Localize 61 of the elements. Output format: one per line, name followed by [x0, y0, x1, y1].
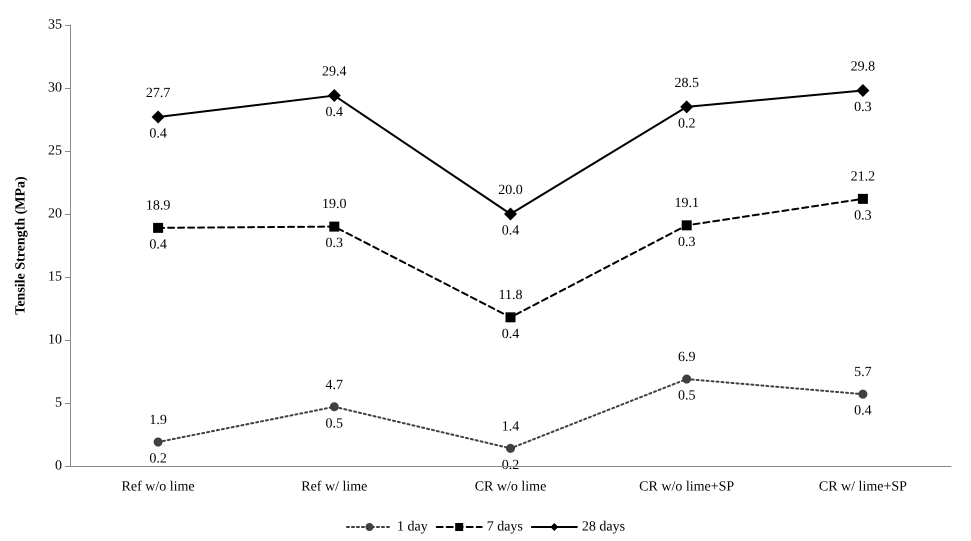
point: [504, 208, 517, 220]
data-label: 19.1: [674, 196, 699, 211]
data-label: 29.8: [850, 60, 876, 75]
annotation: 0.5: [678, 388, 696, 404]
data-label: 19.0: [322, 197, 347, 212]
data-label: 4.7: [326, 378, 344, 393]
data-label: 27.7: [146, 86, 170, 101]
y-tick-label: 15: [48, 270, 62, 284]
data-label: 21.2: [850, 169, 876, 184]
annotation: 0.4: [502, 326, 520, 342]
y-tick-label: 20: [48, 206, 62, 222]
annotation: 0.3: [854, 100, 872, 116]
annotation: 0.3: [854, 208, 872, 224]
annotation: 0.3: [678, 234, 696, 250]
y-tick-label: 30: [48, 80, 62, 96]
legend-label: 7 days: [486, 520, 523, 534]
point: [330, 402, 339, 412]
annotation: 0.4: [149, 237, 167, 252]
point: [506, 312, 516, 322]
y-tick-label: 35: [48, 18, 62, 32]
annotation: 0.4: [854, 404, 872, 419]
point: [858, 194, 868, 204]
y-tick-label: 5: [55, 396, 62, 410]
data-label: 28.5: [674, 76, 699, 91]
y-tick-label: 0: [55, 458, 62, 474]
point: [328, 89, 341, 102]
point: [506, 444, 515, 453]
data-label: 11.8: [498, 288, 522, 303]
data-label: 18.9: [146, 198, 170, 214]
point: [680, 100, 694, 114]
legend-label: 1 day: [396, 520, 428, 534]
data-label: 20.0: [498, 183, 523, 198]
point: [153, 222, 164, 233]
annotation: 0.5: [326, 416, 344, 432]
y-tick-label: 25: [48, 144, 62, 158]
point: [682, 374, 692, 384]
data-label: 6.9: [678, 350, 696, 366]
x-tick-label: Ref w/o lime: [122, 480, 195, 494]
annotation: 0.4: [326, 105, 344, 120]
point: [856, 84, 870, 98]
y-axis-title: Tensile Strength (MPa): [14, 176, 28, 315]
annotation: 0.4: [149, 126, 167, 142]
annotation: 0.3: [326, 236, 344, 252]
point: [858, 390, 868, 399]
data-label: 1.4: [502, 419, 520, 434]
point: [154, 438, 163, 447]
annotation: 0.2: [149, 452, 167, 467]
x-tick-label: Ref w/ lime: [301, 480, 368, 494]
annotation: 0.2: [678, 116, 696, 132]
x-tick-label: CR w/ lime+SP: [818, 480, 908, 494]
annotation: 0.4: [502, 224, 520, 238]
point: [152, 110, 165, 124]
y-tick-label: 10: [48, 332, 62, 348]
point: [682, 220, 692, 230]
data-label: 29.4: [322, 64, 347, 80]
data-label: 1.9: [149, 413, 167, 428]
x-tick-label: CR w/o lime: [474, 480, 546, 494]
point: [329, 222, 340, 232]
data-label: 5.7: [854, 365, 872, 380]
legend-label: 28 days: [582, 520, 626, 534]
x-tick-label: CR w/o lime+SP: [639, 480, 734, 494]
